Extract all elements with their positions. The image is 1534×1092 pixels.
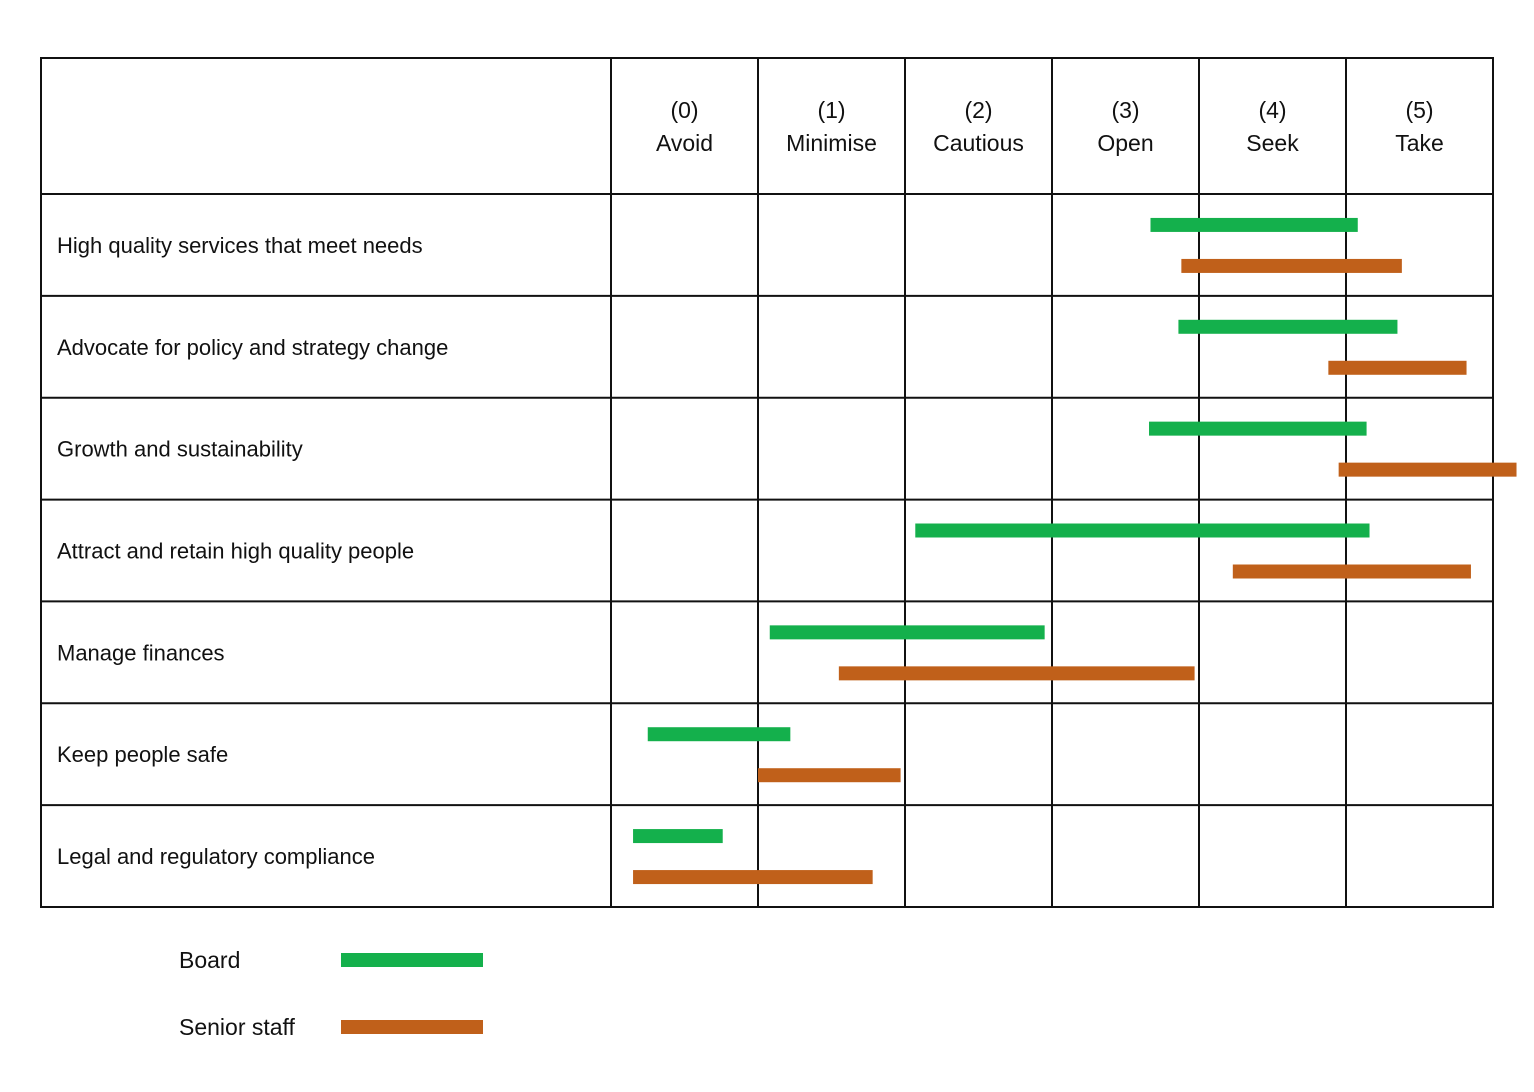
senior-staff-bar [1232, 564, 1471, 579]
senior-staff-bar [1328, 360, 1467, 375]
column-number: (1) [817, 97, 845, 123]
senior-staff-bar [758, 768, 901, 783]
column-number: (5) [1405, 97, 1433, 123]
row-labels: High quality services that meet needs Adv… [57, 233, 448, 869]
column-number: (3) [1111, 97, 1139, 123]
row-label: Manage finances [57, 640, 225, 665]
row-label: Legal and regulatory compliance [57, 844, 375, 869]
senior-staff-bar [1338, 462, 1517, 477]
column-label: Seek [1246, 130, 1299, 156]
column-headers: (0) Avoid (1) Minimise (2) Cautious (3) Open (4)… [656, 97, 1444, 156]
senior-staff-bar [633, 870, 873, 885]
legend-board-swatch [341, 953, 483, 967]
column-label: Minimise [786, 130, 877, 156]
board-bar [1178, 319, 1398, 334]
row-label: Keep people safe [57, 742, 228, 767]
column-number: (4) [1258, 97, 1286, 123]
range-bars [633, 217, 1517, 885]
column-label: Take [1395, 130, 1444, 156]
board-bar [915, 523, 1370, 538]
board-bar [647, 727, 791, 742]
column-label: Avoid [656, 130, 713, 156]
row-label: Attract and retain high quality people [57, 539, 414, 564]
board-bar [769, 625, 1045, 640]
senior-staff-bar [838, 666, 1195, 681]
legend-senior-staff-swatch [341, 1020, 483, 1034]
column-label: Cautious [933, 130, 1024, 156]
column-number: (0) [670, 97, 698, 123]
row-label: Advocate for policy and strategy change [57, 335, 448, 360]
column-number: (2) [964, 97, 992, 123]
legend: Board Senior staff [179, 947, 483, 1040]
legend-label: Senior staff [179, 1014, 296, 1040]
column-label: Open [1097, 130, 1153, 156]
table-grid [40, 57, 1494, 908]
board-bar [1150, 217, 1358, 232]
legend-label: Board [179, 947, 240, 973]
row-label: High quality services that meet needs [57, 233, 423, 258]
board-bar [1149, 421, 1367, 436]
row-label: Growth and sustainability [57, 437, 303, 462]
senior-staff-bar [1181, 258, 1402, 273]
table-border [40, 57, 1494, 908]
board-bar [633, 829, 723, 844]
